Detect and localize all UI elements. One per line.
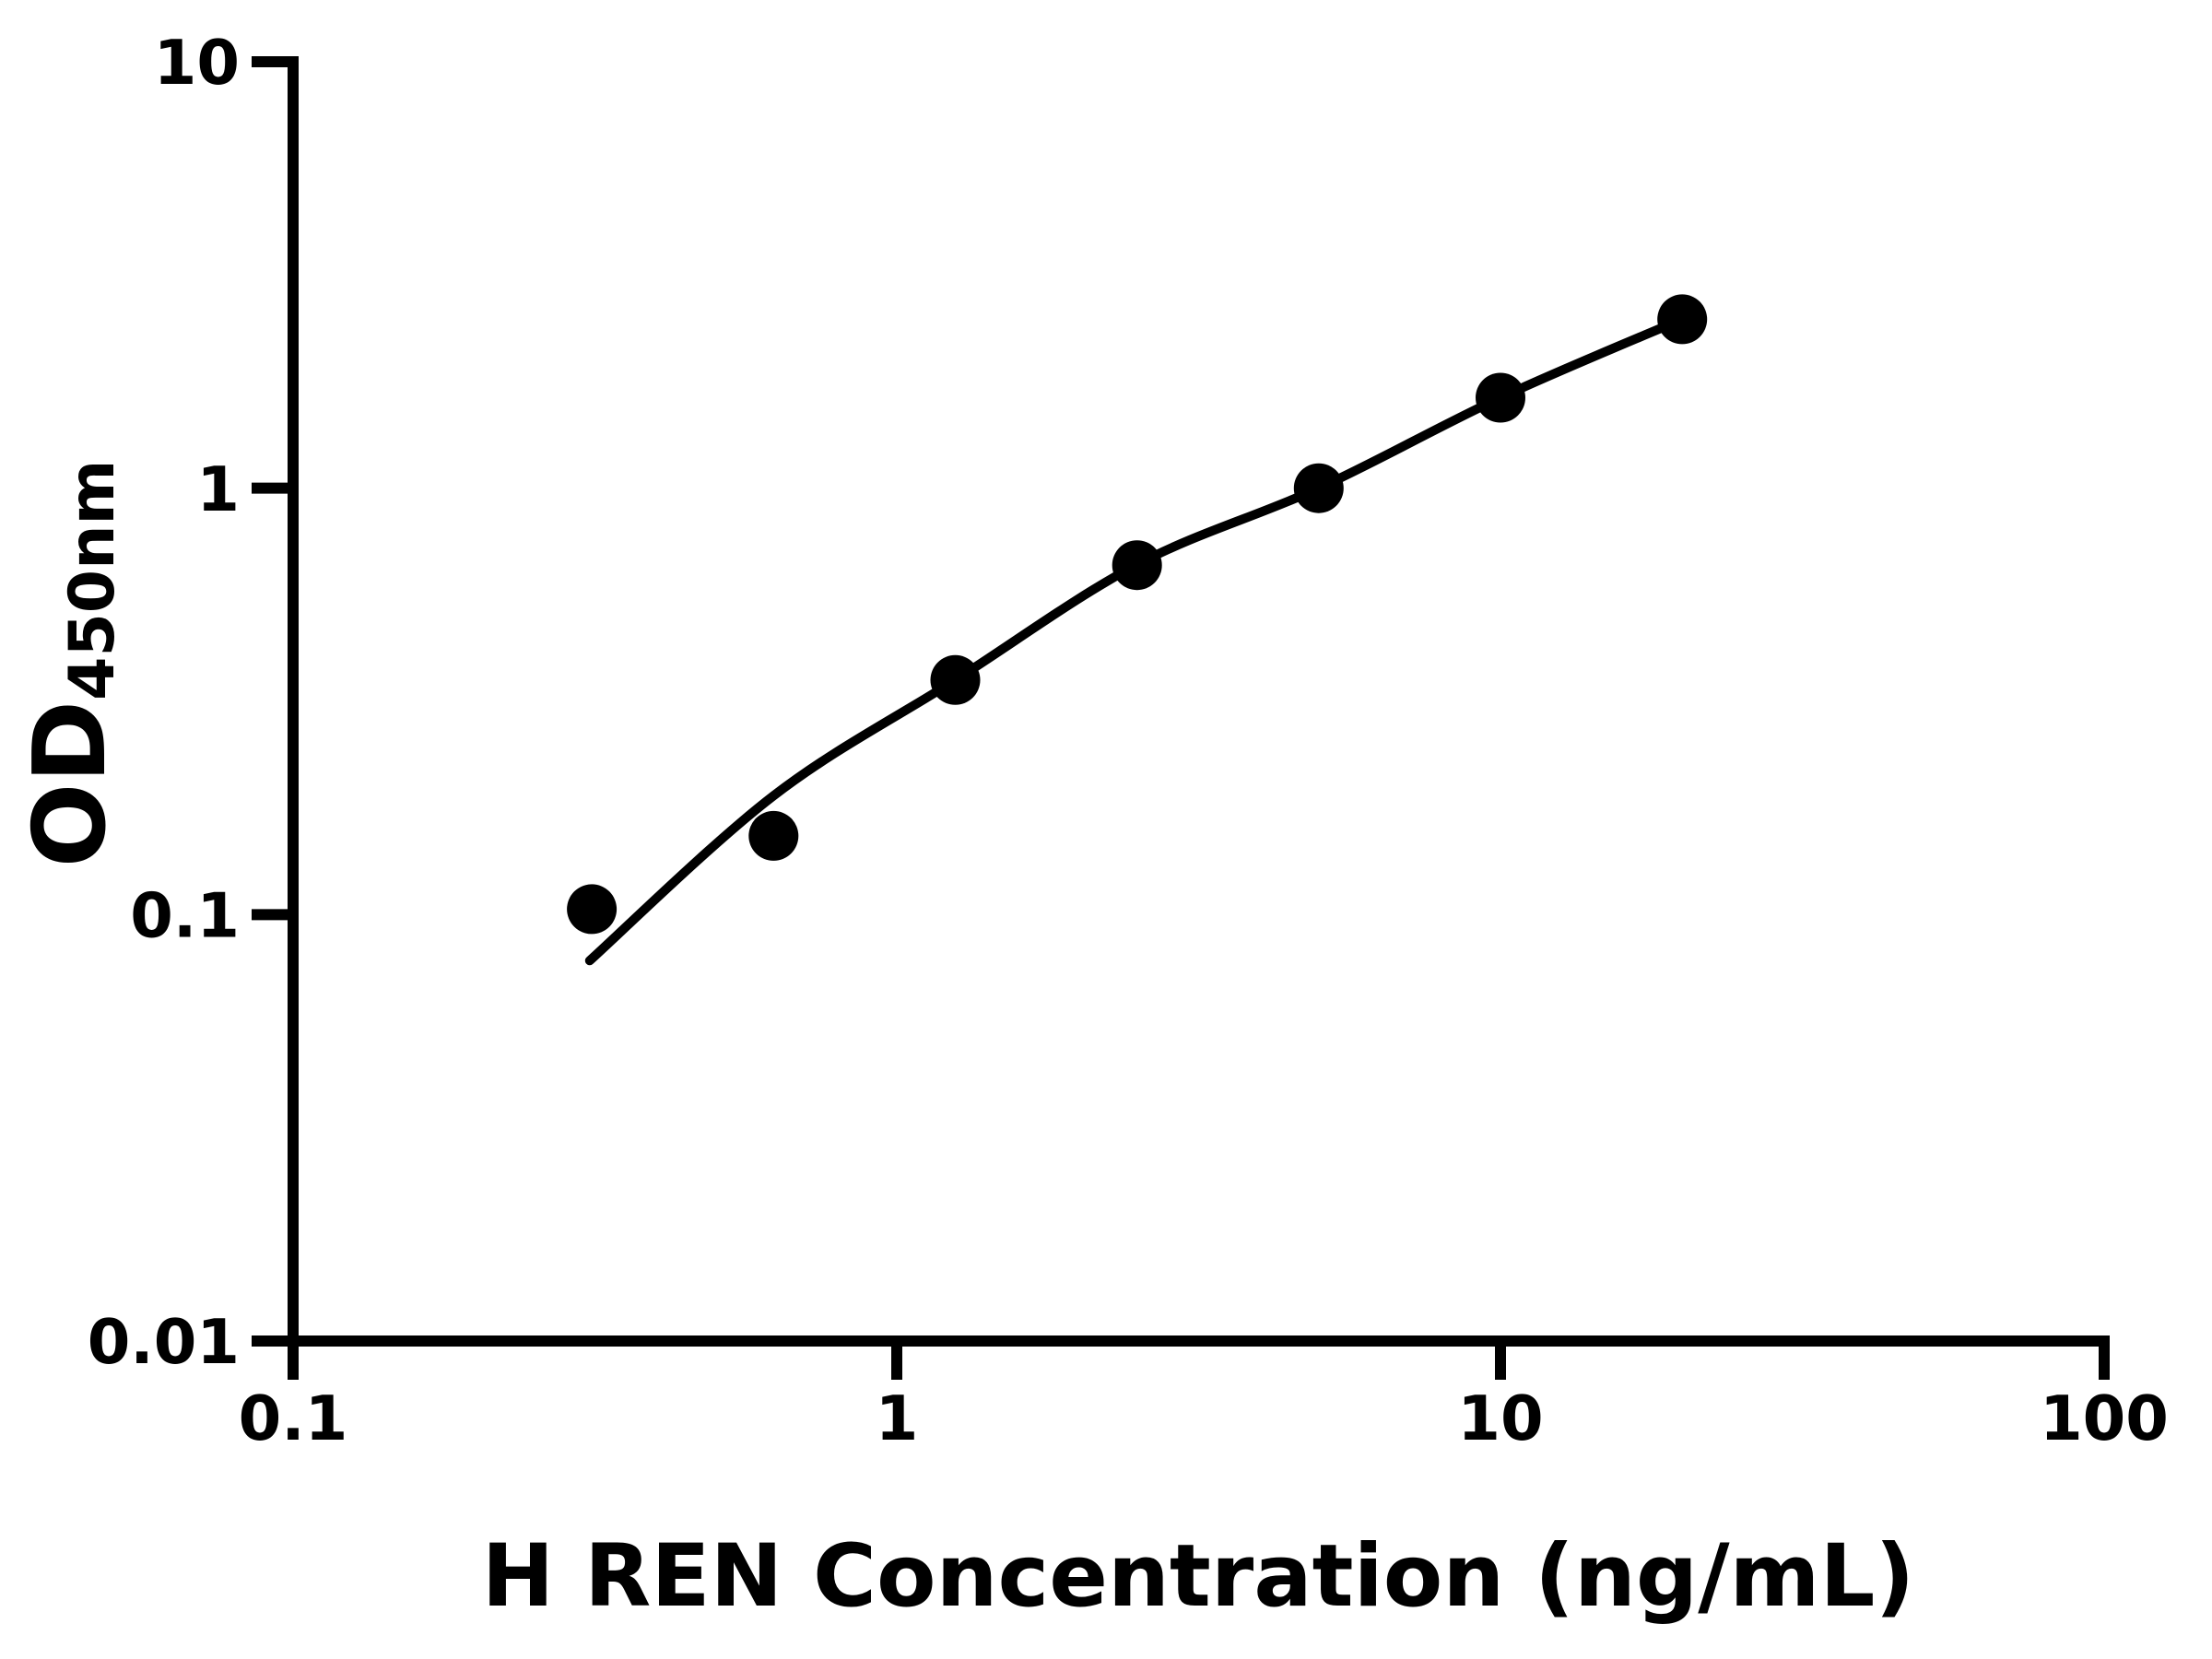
axis-ticks	[252, 56, 2110, 1380]
data-point-6	[1476, 372, 1525, 423]
x-axis-title: H REN Concentration (ng/mL)	[482, 1526, 1915, 1627]
data-point-4	[1112, 540, 1162, 591]
y-tick-label-10: 10	[154, 27, 240, 99]
fit-curve	[584, 314, 1688, 966]
data-point-1	[567, 884, 618, 935]
axes	[288, 56, 2110, 1347]
y-axis-title: OD450nm	[13, 460, 129, 868]
y-axis-title-main: OD	[13, 700, 128, 867]
data-point-5	[1293, 463, 1344, 513]
x-tick-label-1: 1	[876, 1382, 919, 1454]
fit-curve-path	[584, 314, 1688, 966]
y-axis-title-subscript: 450nm	[56, 460, 129, 700]
axis-lines	[288, 56, 2110, 1347]
x-tick-label-0.1: 0.1	[239, 1382, 348, 1454]
data-point-2	[748, 810, 799, 861]
y-tick-label-0.01: 0.01	[88, 1306, 240, 1378]
data-point-7	[1657, 294, 1708, 345]
y-tick-label-0.1: 0.1	[130, 879, 240, 951]
data-points	[567, 294, 1708, 935]
data-point-3	[930, 654, 981, 705]
x-tick-label-100: 100	[2040, 1382, 2169, 1454]
x-tick-label-10: 10	[1457, 1382, 1543, 1454]
y-tick-label-1: 1	[196, 453, 240, 525]
